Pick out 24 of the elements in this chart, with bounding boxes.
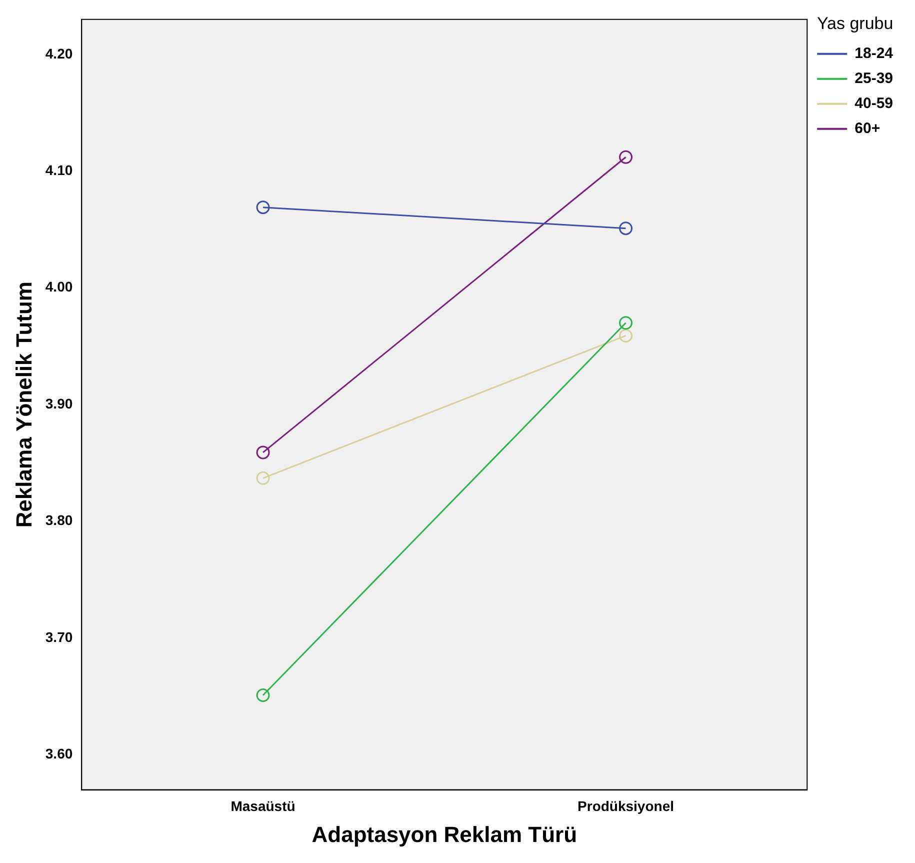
legend-label: 40-59	[854, 95, 894, 112]
x-tick-label: Masaüstü	[230, 798, 296, 814]
y-tick-label: 3.70	[45, 628, 73, 645]
y-tick-label: 3.90	[45, 395, 73, 412]
x-tick-label: Prodüksiyonel	[578, 798, 674, 814]
legend-label: 60+	[854, 120, 880, 138]
point	[256, 200, 270, 214]
x-axis-title: Adaptasyon Reklam Türü	[312, 822, 578, 847]
y-axis-title: Reklama Yönelik Tutum	[11, 282, 36, 528]
legend-title: Yas grubu	[816, 14, 894, 34]
point	[619, 316, 633, 330]
y-tick-label: 4.00	[45, 278, 73, 295]
point	[256, 446, 270, 460]
point	[619, 222, 633, 236]
point	[619, 150, 633, 164]
legend-label: 25-39	[854, 70, 894, 88]
y-tick-label: 4.20	[45, 45, 73, 62]
point	[619, 328, 633, 342]
y-tick-label: 3.80	[45, 512, 73, 528]
point	[256, 688, 270, 702]
legend-label: 18-24	[854, 45, 894, 62]
y-tick-label: 4.10	[45, 162, 73, 178]
point	[256, 471, 270, 485]
y-tick-label: 3.60	[45, 746, 73, 762]
